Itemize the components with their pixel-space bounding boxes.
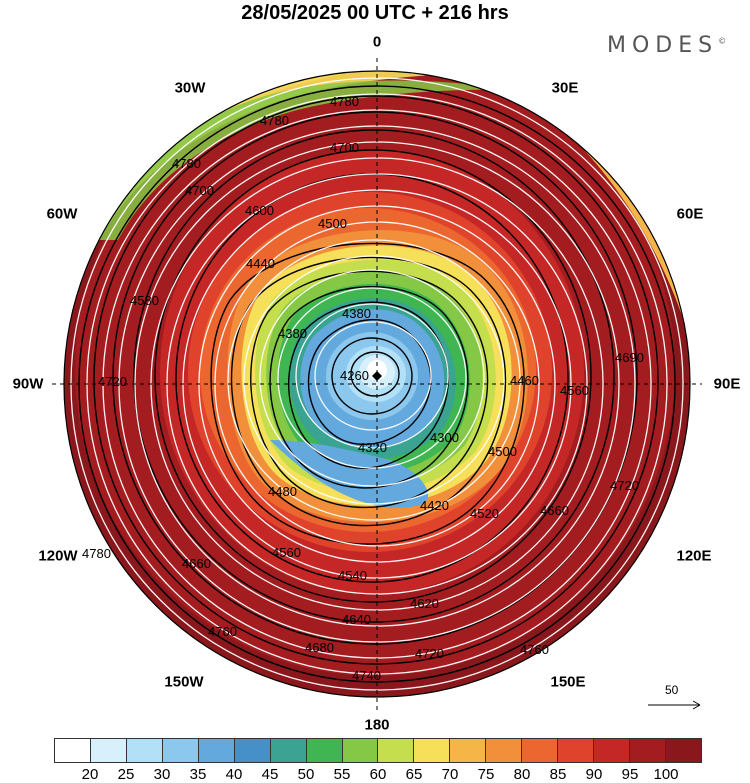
contour-label: 4660 [182, 556, 211, 571]
contour-label: 4260 [340, 368, 369, 383]
colorbar-tick-label: 90 [585, 766, 603, 783]
meridian-label-150e: 150E [550, 673, 586, 691]
colorbar-tick-label: 30 [153, 766, 171, 783]
colorbar-tick-label: 85 [549, 766, 567, 783]
meridian-label-90w: 90W [12, 375, 44, 393]
meridian-label-90e: 90E [713, 375, 741, 393]
colorbar-tick-label: 20 [81, 766, 99, 783]
colorbar-swatch [198, 738, 235, 763]
contour-label: 4540 [338, 568, 367, 583]
contour-label: 4720 [610, 478, 639, 493]
contour-label: 4760 [208, 624, 237, 639]
colorbar-swatch [630, 738, 666, 763]
meridian-label-0: 0 [372, 33, 382, 51]
colorbar-tick-label: 40 [225, 766, 243, 783]
contour-label: 4420 [420, 498, 449, 513]
brand-logo: MODES© [607, 33, 726, 58]
contour-label: 4500 [488, 444, 517, 459]
colorbar-tick-label: 35 [189, 766, 207, 783]
contour-label: 4700 [330, 140, 359, 155]
contour-label: 4320 [358, 440, 387, 455]
contour-label: 4600 [245, 203, 274, 218]
meridian-label-180: 180 [364, 716, 390, 734]
contour-label: 4760 [520, 642, 549, 657]
contour-label: 4580 [130, 293, 159, 308]
contour-label: 4740 [352, 668, 381, 683]
colorbar-swatch [54, 738, 91, 763]
colorbar [54, 738, 702, 763]
brand-text: MODES [607, 33, 719, 58]
colorbar-swatch [234, 738, 271, 763]
contour-label: 4500 [318, 216, 347, 231]
contour-label: 4380 [342, 306, 371, 321]
meridian-label-60w: 60W [46, 205, 78, 223]
colorbar-swatch [162, 738, 199, 763]
colorbar-tick-label: 25 [117, 766, 135, 783]
contour-label: 4620 [410, 596, 439, 611]
contour-label: 4640 [342, 612, 371, 627]
colorbar-tick-label: 55 [333, 766, 351, 783]
colorbar-tick-label: 100 [653, 766, 679, 783]
map-border [63, 70, 691, 698]
contour-label: 4660 [540, 503, 569, 518]
colorbar-swatch [594, 738, 630, 763]
contour-label: 4720 [98, 374, 127, 389]
contour-label: 4780 [260, 113, 289, 128]
contour-label: 4440 [246, 256, 275, 271]
colorbar-swatch [558, 738, 595, 763]
wind-speed-field [64, 71, 690, 697]
colorbar-swatch [126, 738, 163, 763]
colorbar-tick-label: 70 [441, 766, 459, 783]
colorbar-swatch [414, 738, 451, 763]
copyright-icon: © [718, 36, 727, 46]
contour-label: 4520 [470, 506, 499, 521]
colorbar-swatch [378, 738, 415, 763]
meridian-label-30e: 30E [551, 79, 579, 97]
colorbar-tick-label: 95 [621, 766, 639, 783]
contour-label: 4460 [510, 373, 539, 388]
contour-label: 4560 [272, 545, 301, 560]
colorbar-tick-label: 75 [477, 766, 495, 783]
contour-label: 4560 [560, 383, 589, 398]
contour-label: 4780 [82, 546, 111, 561]
contour-label: 4780 [172, 156, 201, 171]
meridian-label-150w: 150W [164, 673, 204, 691]
colorbar-tick-label: 60 [369, 766, 387, 783]
contour-label: 4480 [268, 484, 297, 499]
colorbar-swatch [342, 738, 379, 763]
map-title: 28/05/2025 00 UTC + 216 hrs [241, 2, 509, 24]
colorbar-tick-label: 45 [261, 766, 279, 783]
contour-label: 4380 [278, 326, 307, 341]
meridian-label-60e: 60E [676, 205, 704, 223]
contour-label: 4300 [430, 430, 459, 445]
colorbar-swatch [450, 738, 487, 763]
colorbar-swatch [90, 738, 127, 763]
contour-label: 4690 [615, 350, 644, 365]
colorbar-tick-label: 65 [405, 766, 423, 783]
contour-labels: 4780 4780 4780 4700 4700 4600 4500 4440 … [82, 94, 644, 683]
meridian-label-30w: 30W [174, 79, 206, 97]
contour-label: 4680 [305, 640, 334, 655]
colorbar-swatch [665, 738, 702, 763]
reference-vector-label: 50 [665, 683, 679, 697]
meridian-label-120e: 120E [676, 547, 712, 565]
contour-label: 4780 [330, 94, 359, 109]
meridian-label-120w: 120W [38, 547, 78, 565]
colorbar-swatch [486, 738, 523, 763]
colorbar-swatch [270, 738, 307, 763]
colorbar-swatch [306, 738, 343, 763]
colorbar-tick-label: 50 [297, 766, 315, 783]
pole-marker [372, 371, 382, 381]
contour-label: 4700 [185, 183, 214, 198]
contour-label: 4720 [415, 646, 444, 661]
reference-vector [648, 700, 701, 710]
colorbar-tick-label: 80 [513, 766, 531, 783]
colorbar-swatch [522, 738, 559, 763]
